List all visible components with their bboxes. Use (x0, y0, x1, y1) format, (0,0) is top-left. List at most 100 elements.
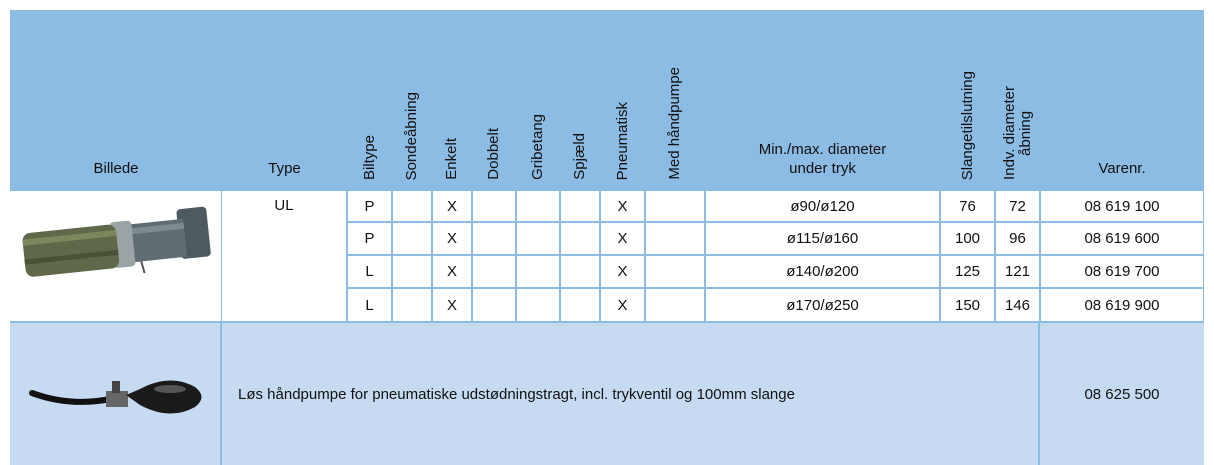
data-cell: X (433, 289, 471, 321)
data-cell: ø170/ø250 (706, 289, 939, 321)
data-cell (646, 191, 704, 221)
header-cell: Type (222, 10, 347, 190)
cell-text: X (447, 263, 457, 280)
data-cell (646, 256, 704, 287)
data-cell (561, 223, 599, 254)
accessory-varenr: 08 625 500 (1040, 323, 1204, 465)
data-cell: L (348, 289, 391, 321)
cell-text: X (447, 198, 457, 215)
data-cell: P (348, 191, 391, 221)
data-cell: ø115/ø160 (706, 223, 939, 254)
cell-text: X (617, 297, 627, 314)
data-cell (473, 191, 515, 221)
header-label: Dobbelt (486, 128, 502, 180)
data-cell (393, 289, 431, 321)
data-cell: 146 (996, 289, 1039, 321)
product-table: Billede TypeBiltype Sondeåbning Enkelt Dobbe… (0, 0, 1214, 465)
cell-text: 125 (955, 263, 980, 280)
cell-text: P (364, 198, 374, 215)
header-cell: Sondeåbning (392, 10, 432, 190)
data-cell (473, 223, 515, 254)
data-cell: 76 (941, 191, 994, 221)
data-cell: 08 619 600 (1041, 223, 1203, 254)
data-cell: X (433, 256, 471, 287)
cell-text: 08 619 600 (1084, 230, 1159, 247)
cell-text: ø170/ø250 (786, 297, 859, 314)
data-cell: ø140/ø200 (706, 256, 939, 287)
data-cell: X (433, 223, 471, 254)
data-cell: 08 619 700 (1041, 256, 1203, 287)
header-line: under tryk (759, 159, 887, 178)
data-cell (517, 191, 559, 221)
header-label: Pneumatisk (615, 102, 631, 180)
header-cell: Gribetang (516, 10, 560, 190)
header-label: Med håndpumpe (667, 67, 683, 180)
header-label: Spjæld (572, 133, 588, 180)
data-cell (561, 256, 599, 287)
data-cell: X (433, 191, 471, 221)
header-label: Billede (93, 159, 138, 178)
cell-text: X (447, 297, 457, 314)
data-cell: X (601, 289, 644, 321)
cell-text: X (617, 198, 627, 215)
data-cell: 08 619 900 (1041, 289, 1203, 321)
cell-text: X (617, 230, 627, 247)
cell-text: ø90/ø120 (790, 198, 854, 215)
data-cell: 72 (996, 191, 1039, 221)
data-cell: 150 (941, 289, 994, 321)
data-cell (561, 289, 599, 321)
cell-text: X (447, 230, 457, 247)
header-label: Varenr. (1098, 159, 1145, 178)
data-cell: 121 (996, 256, 1039, 287)
header-label: Slangetilslutning (960, 71, 976, 180)
cell-text: 08 619 700 (1084, 263, 1159, 280)
cell-text: 08 619 100 (1084, 198, 1159, 215)
description-text: Løs håndpumpe for pneumatiske udstødning… (238, 386, 795, 403)
data-cell (646, 223, 704, 254)
header-line: Indv. diameter (1002, 86, 1018, 180)
data-cell: 125 (941, 256, 994, 287)
cell-text: L (365, 297, 373, 314)
data-cell (517, 223, 559, 254)
header-cell: Billede (10, 10, 222, 190)
varenr-text: 08 625 500 (1084, 386, 1159, 403)
cell-text: P (364, 230, 374, 247)
data-cell: X (601, 191, 644, 221)
data-cell: 96 (996, 223, 1039, 254)
cell-text: 76 (959, 198, 976, 215)
data-cell (393, 191, 431, 221)
data-cell: P (348, 223, 391, 254)
header-cell: Biltype (347, 10, 392, 190)
header-label: Enkelt (444, 138, 460, 180)
header-line: Min./max. diameter (759, 140, 887, 159)
header-cell: Slangetilslutning (940, 10, 995, 190)
data-cell: L (348, 256, 391, 287)
data-cell: 100 (941, 223, 994, 254)
cell-text: ø140/ø200 (786, 263, 859, 280)
accessory-description: Løs håndpumpe for pneumatiske udstødning… (222, 323, 1038, 465)
header-cell: Varenr. (1040, 10, 1204, 190)
header-cell: Med håndpumpe (645, 10, 705, 190)
data-cell (473, 289, 515, 321)
data-cell (561, 191, 599, 221)
header-line: åbning (1018, 86, 1034, 180)
data-cell (393, 223, 431, 254)
header-label: Sondeåbning (404, 92, 420, 180)
cell-text: 146 (1005, 297, 1030, 314)
data-cell (393, 256, 431, 287)
data-cell: X (601, 223, 644, 254)
cell-text: 121 (1005, 263, 1030, 280)
header-label: Gribetang (530, 114, 546, 180)
data-cell (517, 289, 559, 321)
header-cell: Pneumatisk (600, 10, 645, 190)
data-cell (646, 289, 704, 321)
cell-text: 72 (1009, 198, 1026, 215)
data-cell: ø90/ø120 (706, 191, 939, 221)
data-cell: 08 619 100 (1041, 191, 1203, 221)
cell-text: 08 619 900 (1084, 297, 1159, 314)
data-cell (473, 256, 515, 287)
cell-text: X (617, 263, 627, 280)
